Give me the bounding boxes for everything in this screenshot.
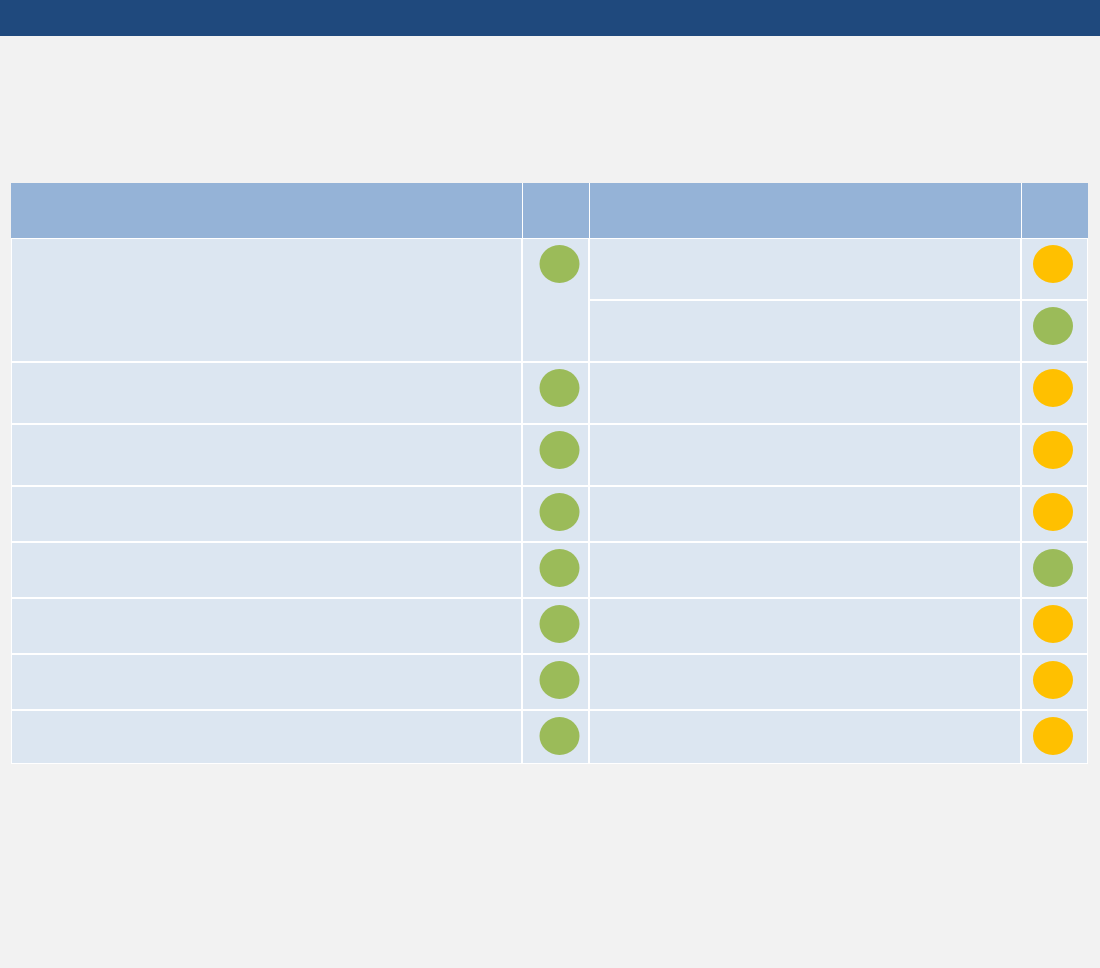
table-cell bbox=[589, 486, 1021, 542]
status-dot bbox=[1033, 431, 1073, 469]
status-dot bbox=[539, 549, 580, 587]
table-cell bbox=[589, 300, 1021, 362]
status-dot bbox=[539, 493, 580, 531]
table-cell bbox=[11, 542, 522, 598]
status-dot bbox=[1033, 717, 1073, 755]
table-cell bbox=[11, 710, 522, 764]
status-dot bbox=[1033, 245, 1073, 283]
status-dot bbox=[1033, 369, 1073, 407]
table-header bbox=[11, 183, 1088, 238]
table-cell bbox=[589, 424, 1021, 486]
status-dot bbox=[539, 369, 580, 407]
table-cell bbox=[11, 598, 522, 654]
table-cell bbox=[11, 238, 522, 362]
status-dot bbox=[539, 245, 580, 283]
status-dot bbox=[539, 661, 580, 699]
status-dot bbox=[1033, 549, 1073, 587]
status-dot bbox=[1033, 661, 1073, 699]
status-dot bbox=[1033, 493, 1073, 531]
table-cell bbox=[589, 542, 1021, 598]
table-cell bbox=[11, 362, 522, 424]
table-cell bbox=[589, 362, 1021, 424]
top-bar bbox=[0, 0, 1100, 36]
status-dot bbox=[539, 605, 580, 643]
status-dot bbox=[1033, 605, 1073, 643]
table-cell bbox=[589, 238, 1021, 300]
table-cell bbox=[11, 486, 522, 542]
table-cell bbox=[589, 598, 1021, 654]
table-cell bbox=[589, 654, 1021, 710]
table-cell bbox=[589, 710, 1021, 764]
status-dot bbox=[1033, 307, 1073, 345]
status-dot bbox=[539, 717, 580, 755]
status-dot bbox=[539, 431, 580, 469]
table-cell bbox=[11, 654, 522, 710]
table-cell bbox=[11, 424, 522, 486]
